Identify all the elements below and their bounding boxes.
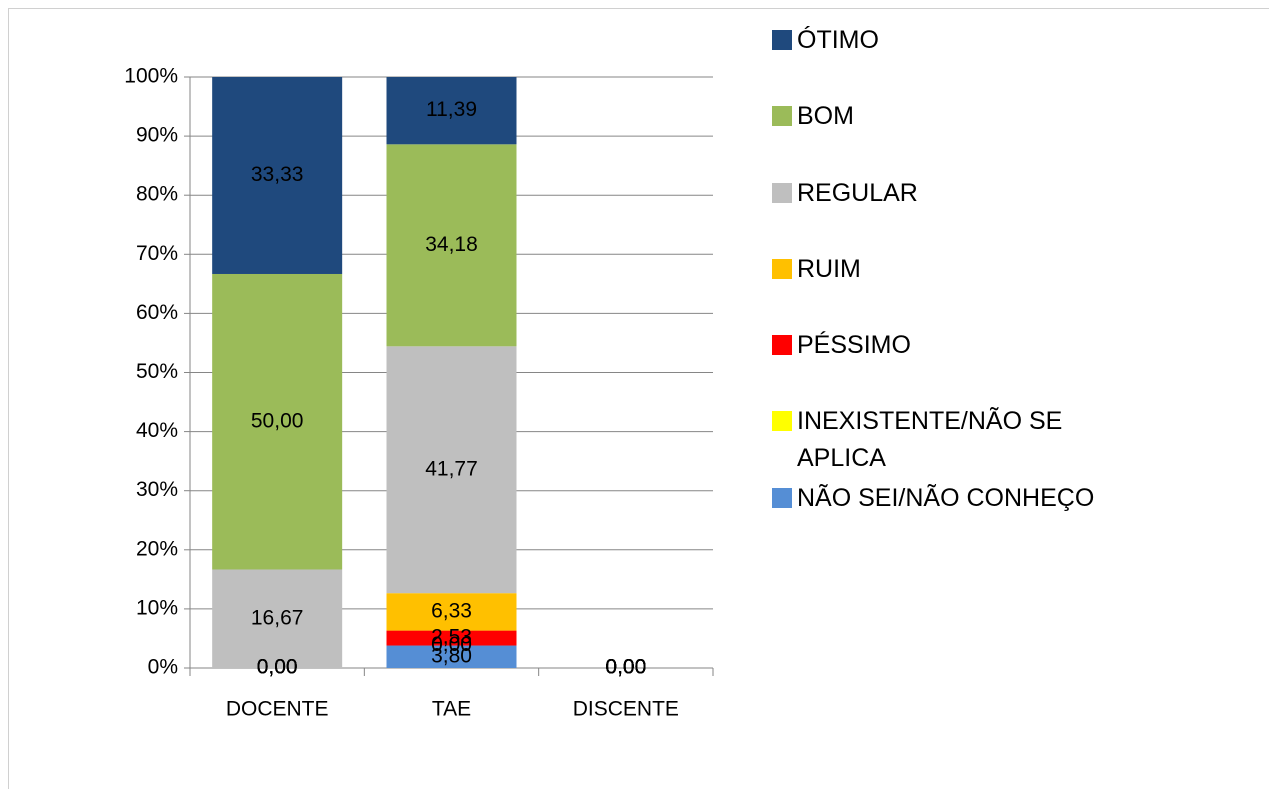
x-tick-label: DOCENTE (226, 698, 329, 721)
legend-label: ÓTIMO (797, 26, 879, 54)
data-label: 33,33 (251, 163, 304, 186)
legend-swatch (772, 183, 792, 203)
data-label: 0,00 (257, 656, 298, 679)
y-tick-label: 30% (136, 478, 178, 501)
legend-item: INEXISTENTE/NÃO SE APLICA (772, 403, 1162, 477)
legend-label: NÃO SEI/NÃO CONHEÇO (797, 484, 1095, 512)
data-label: 50,00 (251, 409, 304, 432)
y-tick-label: 60% (136, 301, 178, 324)
bar-segment (212, 569, 343, 668)
legend-swatch (772, 411, 792, 431)
legend-label: PÉSSIMO (797, 331, 911, 359)
legend-swatch (772, 259, 792, 279)
bar-segment (386, 144, 517, 347)
bar-segment (212, 77, 343, 274)
legend-label: RUIM (797, 255, 861, 283)
legend-item: BOM (772, 98, 1162, 135)
data-label: 11,39 (426, 98, 477, 121)
x-tick-label: TAE (432, 698, 471, 721)
data-label: 41,77 (425, 457, 478, 480)
data-label: 0,00 (431, 633, 472, 656)
legend-item: ÓTIMO (772, 22, 1162, 59)
legend-item: RUIM (772, 251, 1162, 288)
data-label: 0,00 (605, 656, 646, 679)
data-label: 0,00 (257, 656, 298, 679)
y-tick-label: 40% (136, 419, 178, 442)
bar-segment (212, 273, 343, 570)
bar-segment (386, 630, 517, 646)
chart-border (8, 8, 1269, 789)
data-label: 0,00 (257, 656, 298, 679)
y-tick-label: 90% (136, 124, 178, 147)
y-tick-label: 70% (136, 242, 178, 265)
y-tick-label: 20% (136, 537, 178, 560)
legend-swatch (772, 30, 792, 50)
legend-label: BOM (797, 102, 854, 130)
bar-segment (386, 593, 517, 631)
legend-item: NÃO SEI/NÃO CONHEÇO (772, 480, 1162, 517)
data-label: 16,67 (251, 606, 304, 629)
legend-swatch (772, 488, 792, 508)
bar-segment (386, 346, 517, 594)
bar-segment (386, 77, 517, 145)
y-tick-label: 50% (136, 360, 178, 383)
y-tick-label: 100% (124, 65, 178, 88)
legend-label: REGULAR (797, 179, 918, 207)
legend-swatch (772, 335, 792, 355)
legend-item: PÉSSIMO (772, 327, 1162, 364)
data-label: 0,00 (605, 656, 646, 679)
data-label: 0,00 (605, 656, 646, 679)
bar-segment (386, 645, 517, 668)
data-label: 0,00 (257, 656, 298, 679)
data-label: 0,00 (605, 656, 646, 679)
x-tick-label: DISCENTE (573, 698, 679, 721)
legend-item: REGULAR (772, 175, 1162, 212)
y-tick-label: 10% (136, 596, 178, 619)
legend-label: INEXISTENTE/NÃO SE APLICA (797, 407, 1063, 472)
data-label: 0,00 (605, 656, 646, 679)
y-tick-label: 0% (148, 656, 178, 679)
data-label: 0,00 (605, 656, 646, 679)
data-label: 0,00 (605, 656, 646, 679)
data-label: 34,18 (425, 233, 478, 256)
data-label: 6,33 (431, 599, 472, 622)
y-tick-label: 80% (136, 183, 178, 206)
data-label: 2,53 (431, 626, 472, 649)
data-label: 3,80 (431, 644, 472, 667)
legend-swatch (772, 106, 792, 126)
